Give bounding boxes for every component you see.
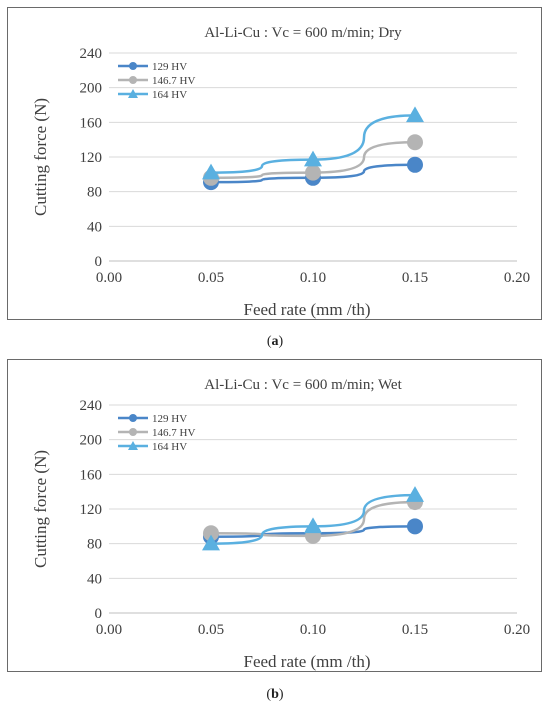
chart-b: Al-Li-Cu : Vc = 600 m/min; Wet 0 40 80 120 16… (31, 377, 530, 671)
legend-entry: 164 HV (152, 441, 187, 453)
legend-marker (129, 428, 137, 436)
y-tick-label: 200 (80, 81, 103, 97)
legend-marker (129, 62, 137, 70)
x-tick-label: 0.20 (504, 270, 530, 286)
y-axis-label: Cutting force (N) (31, 98, 50, 216)
data-point (305, 164, 321, 181)
x-tick-label: 0.05 (198, 270, 224, 286)
y-tick-label: 160 (80, 467, 103, 483)
y-tick-label: 160 (80, 115, 103, 131)
legend-entry: 164 HV (152, 89, 187, 101)
x-tick-label: 0.00 (96, 622, 122, 638)
chart-panel-b: Al-Li-Cu : Vc = 600 m/min; Wet 0 40 80 120 16… (7, 359, 542, 672)
y-tick-label: 200 (80, 433, 103, 449)
caption-a-letter: a (271, 334, 279, 349)
x-tick-label: 0.00 (96, 270, 122, 286)
legend-marker (129, 414, 137, 422)
data-point (406, 106, 424, 123)
data-point (407, 518, 423, 535)
y-axis-label: Cutting force (N) (31, 450, 50, 568)
x-tick-label: 0.15 (402, 270, 428, 286)
chart-a: Al-Li-Cu : Vc = 600 m/min; Dry 0 40 80 120 16… (31, 25, 530, 319)
data-point (203, 525, 219, 542)
x-tick-label: 0.10 (300, 270, 326, 286)
chart-title: Al-Li-Cu : Vc = 600 m/min; Wet (204, 377, 402, 393)
data-point (304, 150, 322, 167)
x-tick-label: 0.05 (198, 622, 224, 638)
legend-marker (128, 89, 138, 98)
x-axis-label: Feed rate (mm /th) (244, 300, 371, 319)
caption-b-letter: b (271, 687, 279, 702)
caption-b: (b) (266, 687, 284, 702)
x-tick-label: 0.20 (504, 622, 530, 638)
data-point (407, 134, 423, 151)
legend-entry: 146.7 HV (152, 427, 195, 439)
legend-entry: 129 HV (152, 413, 187, 425)
y-tick-label: 120 (80, 502, 103, 518)
y-tick-label: 80 (87, 185, 102, 201)
data-point (407, 156, 423, 173)
y-tick-label: 0 (95, 254, 103, 270)
x-tick-label: 0.10 (300, 622, 326, 638)
chart-title: Al-Li-Cu : Vc = 600 m/min; Dry (204, 25, 402, 41)
data-point (304, 517, 322, 534)
y-tick-label: 240 (80, 398, 103, 414)
y-tick-label: 40 (87, 571, 102, 587)
legend-entry: 146.7 HV (152, 75, 195, 87)
chart-panel-a: Al-Li-Cu : Vc = 600 m/min; Dry 0 40 80 120 16… (7, 7, 542, 320)
y-tick-label: 80 (87, 537, 102, 553)
data-point (406, 486, 424, 502)
data-point (202, 534, 220, 551)
y-tick-label: 120 (80, 150, 103, 166)
data-point (202, 163, 220, 180)
legend-entry: 129 HV (152, 61, 187, 73)
y-tick-label: 40 (87, 219, 102, 235)
legend-marker (129, 76, 137, 84)
y-tick-label: 0 (95, 606, 103, 622)
caption-a: (a) (266, 334, 284, 349)
x-tick-label: 0.15 (402, 622, 428, 638)
legend-marker (128, 441, 138, 450)
x-axis-label: Feed rate (mm /th) (244, 652, 371, 671)
y-tick-label: 240 (80, 46, 103, 62)
